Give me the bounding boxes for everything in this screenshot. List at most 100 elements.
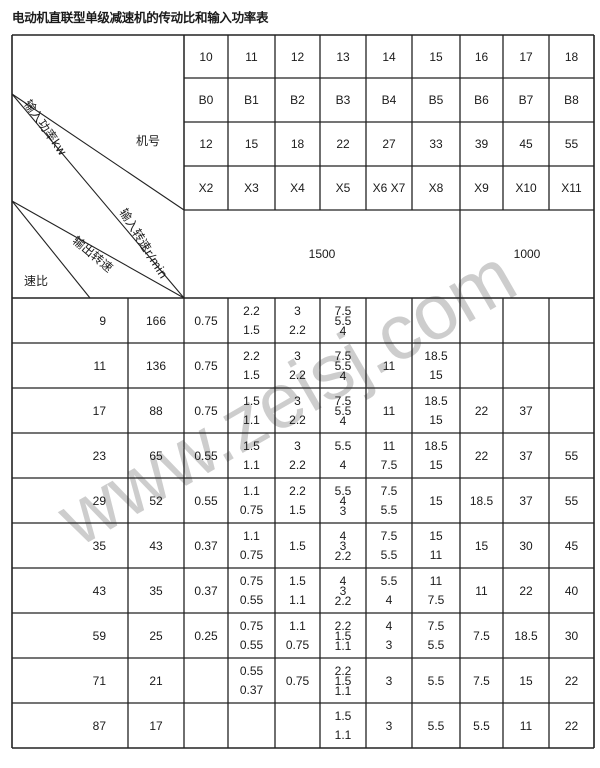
power-cell: 37 xyxy=(503,433,549,478)
power-value: 0.75 xyxy=(239,619,264,634)
power-value: 2.2 xyxy=(334,593,352,608)
header-cell: B0 xyxy=(198,93,214,107)
header-cell: 27 xyxy=(382,137,396,151)
power-value: 3 xyxy=(339,583,347,598)
power-value: 0.75 xyxy=(285,673,310,688)
power-cell: 3 2.2 xyxy=(275,433,320,478)
power-cell: 22 xyxy=(549,703,594,748)
header-cell: X5 xyxy=(335,181,351,195)
power-value: 5.5 xyxy=(334,403,352,418)
power-value: 2.2 xyxy=(289,484,306,499)
output-speed-cell: 25 xyxy=(149,628,163,643)
output-speed-cell: 166 xyxy=(145,313,167,328)
power-cell: 22 xyxy=(549,658,594,703)
power-value: 2.2 xyxy=(289,322,306,337)
power-cell: 18.5 15 xyxy=(412,433,460,478)
power-cell: 0.75 0.55 xyxy=(228,613,275,658)
header-cell: 45 xyxy=(519,137,533,151)
output-speed-cell: 43 xyxy=(149,538,163,553)
power-value: 0.75 xyxy=(239,502,264,517)
header-cell: X2 xyxy=(198,181,214,195)
power-value: 0.75 xyxy=(194,358,218,373)
power-value: 1.1 xyxy=(289,619,306,634)
power-value: 1.1 xyxy=(334,683,352,698)
power-cell: 1.5 1.1 xyxy=(228,433,275,478)
ratio-cell: 23 xyxy=(92,448,106,463)
header-cell: 13 xyxy=(336,49,350,64)
power-value: 15 xyxy=(429,493,443,508)
power-value: 22 xyxy=(474,403,489,418)
header-cell: 22 xyxy=(336,137,350,151)
output-speed-cell: 136 xyxy=(145,358,167,373)
power-value: 40 xyxy=(564,583,579,598)
power-value: 5.5 xyxy=(334,313,352,328)
power-value: 7.5 xyxy=(427,619,445,634)
ratio-cell: 87 xyxy=(92,718,106,733)
power-cell: 7.5 xyxy=(460,613,503,658)
power-value: 15 xyxy=(429,412,443,427)
power-value: 15 xyxy=(519,673,533,688)
power-value: 2.2 xyxy=(289,412,306,427)
power-value: 0.37 xyxy=(194,583,218,598)
power-value: 0.55 xyxy=(239,592,264,607)
power-value: 1.1 xyxy=(243,412,260,427)
power-cell xyxy=(549,298,594,343)
power-cell xyxy=(503,298,549,343)
power-value: 4 xyxy=(339,528,347,543)
header-cell: B3 xyxy=(335,93,351,107)
power-value: 15 xyxy=(429,529,443,544)
input-speed-cell: 1500 xyxy=(308,247,336,261)
power-value: 0.55 xyxy=(239,637,264,652)
power-cell: 1.5 1.1 xyxy=(320,703,366,748)
power-value: 7.5 xyxy=(334,303,352,318)
power-cell: 2.2 1.5 xyxy=(275,478,320,523)
power-value: 5.5 xyxy=(334,358,352,373)
power-cell: 11 xyxy=(366,388,412,433)
header-cell: 15 xyxy=(244,137,259,151)
header-cell: B2 xyxy=(290,93,305,107)
input-speed-cell: 1000 xyxy=(513,247,541,261)
power-value: 5.5 xyxy=(380,547,398,562)
power-cell: 30 xyxy=(503,523,549,568)
power-value: 3 xyxy=(294,439,301,454)
header-cell: X4 xyxy=(290,181,305,195)
power-cell: 5.5 xyxy=(412,658,460,703)
power-cell: 37 xyxy=(503,478,549,523)
power-cell: 22 xyxy=(460,388,503,433)
power-value: 37 xyxy=(519,403,533,418)
header-cell: 18 xyxy=(564,49,579,64)
power-value: 0.75 xyxy=(239,547,264,562)
power-value: 5.5 xyxy=(427,637,445,652)
power-cell xyxy=(184,703,228,748)
power-cell: 3 2.2 xyxy=(275,343,320,388)
power-value: 0.75 xyxy=(239,574,264,589)
power-cell: 0.55 0.37 xyxy=(228,658,275,703)
power-value: 0.55 xyxy=(194,493,218,508)
power-cell: 18.5 xyxy=(460,478,503,523)
power-cell: 7.5 5.5 4 xyxy=(320,343,366,388)
power-value: 11 xyxy=(475,583,488,598)
power-value: 55 xyxy=(564,493,579,508)
ratio-cell: 35 xyxy=(92,538,106,553)
power-cell: 0.55 xyxy=(184,433,228,478)
power-value: 22 xyxy=(519,583,533,598)
power-value: 5.5 xyxy=(380,574,398,589)
power-cell: 2.2 1.5 1.1 xyxy=(320,613,366,658)
power-value: 5.5 xyxy=(427,673,445,688)
header-cell: X11 xyxy=(561,181,582,195)
header-cell: 14 xyxy=(382,49,396,64)
ratio-cell: 29 xyxy=(92,493,106,508)
power-cell: 22 xyxy=(460,433,503,478)
power-value: 1.5 xyxy=(243,439,260,454)
power-cell: 40 xyxy=(549,568,594,613)
power-value: 18.5 xyxy=(424,349,448,364)
power-value: 3 xyxy=(294,394,301,409)
power-cell xyxy=(275,703,320,748)
power-cell: 30 xyxy=(549,613,594,658)
power-value: 4 xyxy=(339,457,347,472)
ratio-cell: 9 xyxy=(99,313,106,328)
power-value: 7.5 xyxy=(334,348,352,363)
power-value: 2.2 xyxy=(334,548,352,563)
power-cell: 4 3 2.2 xyxy=(320,523,366,568)
